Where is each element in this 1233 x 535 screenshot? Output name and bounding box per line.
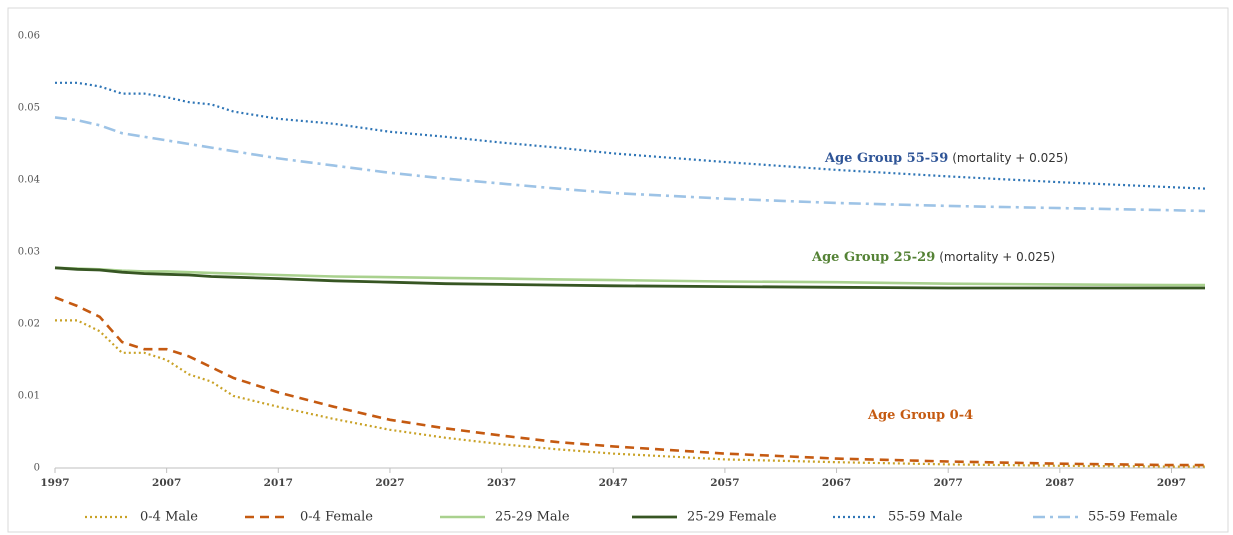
- annotation: Age Group 25-29 (mortality + 0.025): [811, 250, 1055, 265]
- y-tick-label: 0.01: [18, 391, 40, 402]
- annotation: Age Group 0-4: [867, 408, 973, 423]
- x-tick-label: 2087: [1045, 477, 1074, 489]
- legend-label: 25-29 Female: [687, 510, 777, 525]
- x-tick-label: 2027: [375, 477, 404, 489]
- legend-label: 55-59 Female: [1088, 510, 1178, 525]
- y-tick-label: 0.04: [18, 175, 40, 186]
- annotation-note: (mortality + 0.025): [939, 250, 1055, 264]
- x-tick-label: 2097: [1157, 477, 1186, 489]
- legend-label: 0-4 Male: [140, 510, 198, 525]
- annotation: Age Group 55-59 (mortality + 0.025): [824, 151, 1068, 166]
- x-tick-label: 2057: [710, 477, 739, 489]
- legend-label: 55-59 Male: [888, 510, 963, 525]
- x-tick-label: 2077: [934, 477, 963, 489]
- series-line: [54, 266, 1205, 290]
- x-tick-label: 2007: [152, 477, 181, 489]
- y-tick-label: 0.02: [18, 319, 40, 330]
- series-line: [54, 116, 1206, 213]
- x-tick-label: 2067: [822, 477, 851, 489]
- chart-frame: [7, 7, 1229, 533]
- series-line: [55, 319, 1205, 468]
- series-line: [54, 296, 1205, 467]
- annotation-note: (mortality + 0.025): [952, 151, 1068, 165]
- y-tick-label: 0: [34, 463, 40, 474]
- annotation-title: Age Group 55-59: [824, 151, 948, 166]
- x-tick-label: 2037: [487, 477, 516, 489]
- legend-label: 0-4 Female: [300, 510, 373, 525]
- x-tick-label: 1997: [40, 477, 69, 489]
- annotation-title: Age Group 25-29: [811, 250, 935, 265]
- series-line: [54, 266, 1205, 287]
- x-tick-label: 2047: [599, 477, 628, 489]
- y-tick-label: 0.03: [18, 247, 40, 258]
- annotation-title: Age Group 0-4: [867, 408, 973, 423]
- series-line: [55, 81, 1206, 190]
- y-tick-label: 0.06: [18, 31, 40, 42]
- legend-label: 25-29 Male: [495, 510, 570, 525]
- y-tick-label: 0.05: [18, 103, 40, 114]
- x-tick-label: 2017: [264, 477, 293, 489]
